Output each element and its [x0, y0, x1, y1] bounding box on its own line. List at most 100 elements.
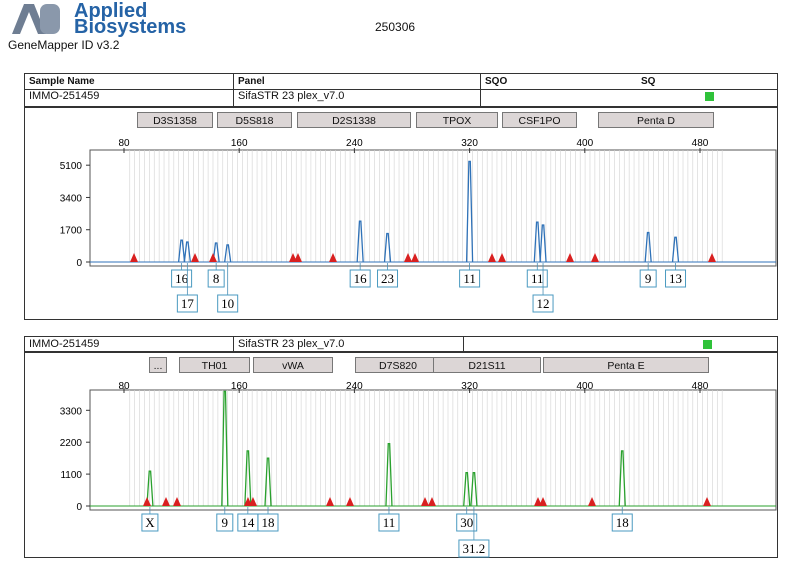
allele-label: 10 [221, 296, 234, 311]
column-sq: SQ [641, 76, 656, 87]
allele-label: 9 [645, 271, 652, 286]
x-tick-label: 320 [461, 381, 478, 392]
peak [644, 231, 652, 263]
marker-tpox[interactable]: TPOX [416, 112, 498, 128]
peak [356, 220, 364, 263]
peak [533, 221, 541, 263]
allele-label-box [458, 539, 490, 558]
peak [671, 236, 680, 263]
panel-value-2: SifaSTR 23 plex_v7.0 [233, 337, 463, 351]
y-tick-label: 0 [76, 258, 82, 269]
peak [177, 239, 186, 263]
size-standard-marker [428, 497, 436, 506]
allele-label: 23 [381, 271, 394, 286]
x-tick-label: 160 [231, 381, 248, 392]
peak [146, 470, 154, 507]
marker-th01[interactable]: TH01 [179, 357, 250, 373]
peak [244, 450, 252, 507]
sample-header-table: Sample Name Panel SQO SQ IMMO-251459 Sif… [24, 73, 778, 107]
column-panel: Panel [233, 74, 483, 89]
size-standard-marker [209, 253, 217, 262]
allele-label: 9 [222, 515, 229, 530]
marker-more[interactable]: ... [149, 357, 167, 373]
run-id: 250306 [375, 20, 416, 34]
allele-label: 16 [175, 271, 189, 286]
marker-penta-d[interactable]: Penta D [598, 112, 714, 128]
y-tick-label: 0 [76, 502, 82, 513]
size-standard-marker [404, 253, 412, 262]
peak [470, 472, 478, 507]
allele-label: 11 [531, 271, 544, 286]
marker-d5s818[interactable]: D5S818 [217, 112, 292, 128]
x-tick-label: 80 [118, 381, 130, 392]
size-standard-marker [326, 497, 334, 506]
sqo-value [480, 89, 640, 106]
marker-d7s820[interactable]: D7S820 [355, 357, 441, 373]
allele-label: X [145, 515, 155, 530]
size-standard-marker [249, 497, 257, 506]
column-sqo: SQO [480, 74, 630, 89]
plot-area [89, 389, 777, 511]
sample-name-value-2[interactable]: IMMO-251459 [29, 338, 100, 350]
allele-label-box [665, 269, 687, 288]
allele-label-box [176, 294, 198, 313]
allele-label-box [141, 513, 159, 532]
applied-biosystems-logo: Applied Biosystems [10, 0, 186, 38]
size-standard-marker [591, 253, 599, 262]
size-standard-marker [162, 497, 170, 506]
size-standard-marker [346, 497, 354, 506]
allele-label-box [639, 269, 657, 288]
size-standard-marker [173, 497, 181, 506]
ab-logo-icon [12, 4, 60, 34]
x-tick-label: 480 [692, 381, 709, 392]
allele-label-box [257, 513, 279, 532]
green-panel-frame: ... TH01 vWA D7S820 D21S11 Penta E [24, 352, 778, 558]
peak [224, 244, 232, 263]
panel-value: SifaSTR 23 plex_v7.0 [233, 89, 480, 106]
column-sample-name: Sample Name [29, 76, 95, 87]
allele-label: 16 [354, 271, 368, 286]
marker-d21s11[interactable]: D21S11 [433, 357, 541, 373]
sqo-value-2 [463, 337, 563, 351]
y-tick-label: 5100 [60, 161, 83, 172]
software-version: GeneMapper ID v3.2 [8, 38, 120, 52]
marker-vwa[interactable]: vWA [253, 357, 333, 373]
allele-label: 30 [460, 515, 473, 530]
size-standard-marker [143, 497, 151, 506]
size-standard-marker [130, 253, 138, 262]
allele-label-box [349, 269, 371, 288]
allele-label-box [459, 269, 481, 288]
peak [183, 241, 192, 263]
peak [463, 472, 471, 507]
allele-label-box [171, 269, 193, 288]
peak [383, 232, 392, 263]
logo-text-line1: Applied [74, 0, 148, 22]
peak [264, 457, 272, 507]
y-tick-label: 1100 [60, 470, 82, 481]
marker-d3s1358[interactable]: D3S1358 [137, 112, 213, 128]
blue-panel-frame: D3S1358 D5S818 D2S1338 TPOX CSF1PO Penta… [24, 107, 778, 320]
peak [221, 390, 229, 507]
allele-label-box [526, 269, 548, 288]
allele-label: 18 [262, 515, 275, 530]
plot-area [89, 149, 777, 267]
size-standard-marker [498, 253, 506, 262]
allele-label: 14 [241, 515, 255, 530]
marker-d2s1338[interactable]: D2S1338 [297, 112, 411, 128]
peak [618, 450, 626, 507]
allele-label-box [611, 513, 633, 532]
sample-row-2: IMMO-251459 SifaSTR 23 plex_v7.0 [24, 336, 778, 352]
allele-label: 17 [181, 296, 195, 311]
marker-csf1po[interactable]: CSF1PO [502, 112, 577, 128]
size-standard-marker [411, 253, 419, 262]
allele-label: 12 [537, 296, 550, 311]
allele-label: 8 [213, 271, 220, 286]
allele-label-box [377, 269, 399, 288]
sample-name-value[interactable]: IMMO-251459 [29, 90, 100, 102]
peak [212, 242, 220, 263]
size-standard-marker [294, 253, 302, 262]
x-tick-label: 160 [231, 138, 248, 149]
marker-penta-e[interactable]: Penta E [543, 357, 709, 373]
